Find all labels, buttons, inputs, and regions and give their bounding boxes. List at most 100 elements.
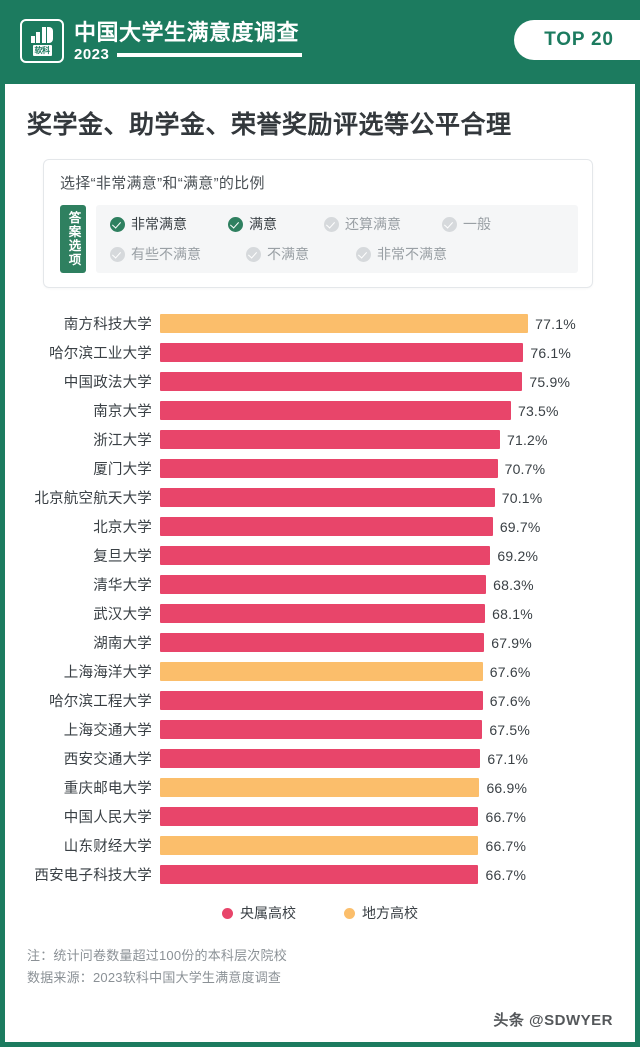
options-row: 有些不满意 不满意 非常不满意	[110, 245, 570, 263]
bar-row: 上海海洋大学 67.6%	[5, 657, 635, 686]
bar-label: 哈尔滨工程大学	[49, 694, 152, 710]
bar-label: 厦门大学	[93, 462, 152, 478]
bar-label: 南京大学	[93, 404, 152, 420]
legend-color-dot-icon	[344, 907, 355, 919]
app-header: 软科 中国大学生满意度调查 2023 TOP 20	[0, 0, 640, 82]
bar-label: 上海交通大学	[63, 723, 152, 739]
content-sheet: 奖学金、助学金、荣誉奖励评选等公平合理 选择“非常满意”和“满意”的比例 答案选…	[5, 84, 635, 1042]
answer-options-tab-label: 答案选项	[66, 211, 81, 267]
bar-row: 山东财经大学 66.7%	[5, 831, 635, 860]
footer-notes: 注：统计问卷数量超过100份的本科层次院校 数据来源：2023软科中国大学生满意…	[27, 945, 635, 989]
bar-label: 西安电子科技大学	[34, 868, 152, 884]
bar-label: 南方科技大学	[63, 317, 152, 333]
bar-row: 湖南大学 67.9%	[5, 628, 635, 657]
answer-options-card: 选择“非常满意”和“满意”的比例 答案选项 非常满意 满意 还算满意 一般有些不满意 不…	[43, 159, 593, 288]
bar-row: 西安电子科技大学 66.7%	[5, 860, 635, 889]
bar-track: 66.9%	[160, 773, 635, 802]
bar-track: 76.1%	[160, 338, 635, 367]
bar-value-label: 66.9%	[486, 779, 528, 796]
bar-value-label: 69.2%	[497, 547, 539, 564]
answer-option-label: 非常满意	[131, 216, 187, 232]
bar-track: 75.9%	[160, 367, 635, 396]
bar-fill	[160, 488, 495, 507]
answer-option[interactable]: 还算满意	[324, 215, 442, 233]
bar-track: 68.1%	[160, 599, 635, 628]
bar-track: 70.1%	[160, 483, 635, 512]
answer-option-label: 非常不满意	[377, 246, 447, 262]
answer-option-label: 一般	[463, 216, 491, 232]
answer-option[interactable]: 非常满意	[110, 215, 228, 233]
note-line: 注：统计问卷数量超过100份的本科层次院校	[27, 948, 287, 963]
bar-value-label: 68.1%	[492, 605, 533, 622]
bar-fill	[160, 459, 498, 478]
bar-fill	[160, 517, 493, 536]
bar-value-label: 66.7%	[485, 866, 527, 883]
bar-row: 北京大学 69.7%	[5, 512, 635, 541]
bar-value-label: 77.1%	[535, 315, 576, 332]
bar-label: 武汉大学	[93, 607, 152, 623]
answer-option[interactable]: 不满意	[246, 245, 356, 263]
bar-label: 湖南大学	[93, 636, 152, 652]
bar-track: 66.7%	[160, 831, 635, 860]
answer-option[interactable]: 有些不满意	[110, 245, 246, 263]
bar-row: 西安交通大学 67.1%	[5, 744, 635, 773]
brand-text: 中国大学生满意度调查 2023	[74, 20, 303, 63]
bar-track: 66.7%	[160, 802, 635, 831]
bar-fill	[160, 575, 487, 594]
answer-options-tab: 答案选项	[60, 205, 86, 273]
bar-fill	[160, 662, 483, 681]
bar-label: 上海海洋大学	[63, 665, 152, 681]
options-question: 选择“非常满意”和“满意”的比例	[60, 175, 265, 192]
bar-track: 67.6%	[160, 657, 635, 686]
bar-fill	[160, 807, 479, 826]
bar-row: 复旦大学 69.2%	[5, 541, 635, 570]
answer-option[interactable]: 一般	[442, 215, 491, 233]
bar-row: 上海交通大学 67.5%	[5, 715, 635, 744]
bar-row: 哈尔滨工程大学 67.6%	[5, 686, 635, 715]
check-circle-muted-icon	[246, 246, 261, 262]
bar-label: 清华大学	[93, 578, 152, 594]
bar-fill	[160, 546, 491, 565]
bar-track: 67.6%	[160, 686, 635, 715]
bar-label: 北京航空航天大学	[34, 491, 152, 507]
legend-label: 央属高校	[240, 905, 296, 921]
bar-value-label: 67.9%	[491, 634, 532, 651]
bar-track: 70.7%	[160, 454, 635, 483]
bar-track: 71.2%	[160, 425, 635, 454]
bar-value-label: 66.7%	[485, 808, 527, 825]
answer-option[interactable]: 满意	[228, 215, 324, 233]
chart-legend: 央属高校 地方高校	[5, 903, 635, 923]
bar-value-label: 73.5%	[517, 402, 559, 419]
bar-fill	[160, 749, 481, 768]
legend-item[interactable]: 地方高校	[344, 903, 418, 923]
ruanke-logo-icon: 软科	[20, 19, 64, 63]
top-rank-badge: TOP 20	[514, 20, 640, 60]
bar-fill	[160, 720, 483, 739]
options-body: 答案选项 非常满意 满意 还算满意 一般有些不满意 不满意 非常不满意	[60, 205, 578, 273]
watermark: 头条 @SDWYER	[493, 1012, 613, 1029]
bar-value-label: 76.1%	[530, 344, 572, 361]
bar-row: 中国人民大学 66.7%	[5, 802, 635, 831]
bar-label: 浙江大学	[93, 433, 152, 449]
bar-chart-icon	[30, 27, 54, 43]
bar-track: 68.3%	[160, 570, 635, 599]
bar-fill	[160, 430, 500, 449]
bar-value-label: 67.6%	[489, 663, 531, 680]
options-row: 非常满意 满意 还算满意 一般	[110, 215, 570, 233]
bar-fill	[160, 343, 524, 362]
answer-option[interactable]: 非常不满意	[356, 245, 447, 263]
bar-label: 复旦大学	[93, 549, 152, 565]
bar-row: 浙江大学 71.2%	[5, 425, 635, 454]
check-circle-muted-icon	[442, 216, 457, 232]
page-title: 奖学金、助学金、荣誉奖励评选等公平合理	[27, 111, 512, 139]
legend-item[interactable]: 央属高校	[222, 903, 296, 923]
bar-track: 69.2%	[160, 541, 635, 570]
answer-option-label: 满意	[249, 216, 277, 232]
bar-row: 清华大学 68.3%	[5, 570, 635, 599]
brand-year: 2023	[74, 45, 110, 63]
bar-track: 69.7%	[160, 512, 635, 541]
bar-label: 哈尔滨工业大学	[49, 346, 152, 362]
bar-value-label: 69.7%	[499, 518, 541, 535]
bar-value-label: 71.2%	[506, 431, 548, 448]
answer-option-label: 还算满意	[345, 216, 401, 232]
